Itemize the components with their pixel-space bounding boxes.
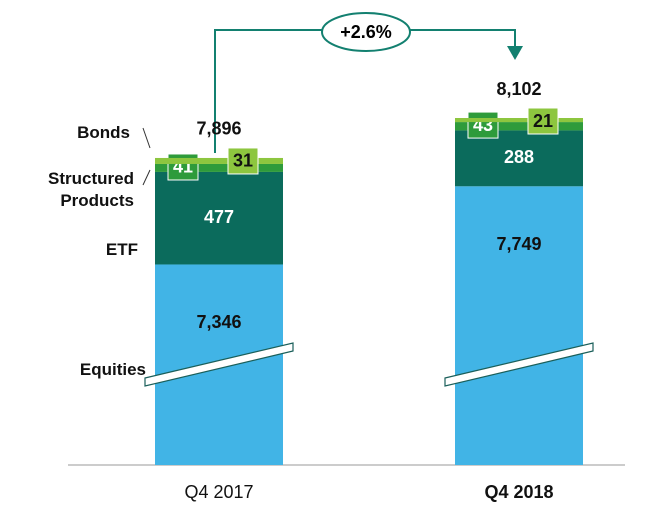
segment-label-box [527,107,559,135]
bar-segment [455,122,583,131]
bar-segment [455,130,583,187]
bar-segment [455,118,583,123]
series-label: Bonds [77,123,130,142]
growth-arrow [214,29,516,153]
x-tick-label: Q4 2017 [184,482,253,502]
segment-label: 7,749 [496,234,541,254]
growth-badge [321,12,411,52]
bar-segment [155,171,283,265]
segment-label: 21 [533,111,553,131]
x-tick-label: Q4 2018 [484,482,553,502]
axis-break [144,342,294,387]
segment-label-box [467,111,499,139]
bar-segment [455,186,583,465]
arrow-head [507,46,523,60]
segment-label: 477 [204,207,234,227]
series-label: Equities [79,360,146,379]
axis-break [444,342,594,387]
segment-label: 43 [473,115,493,135]
bar-segment [155,163,283,172]
series-label: Structured Products [48,169,134,210]
series-label: ETF [105,240,138,259]
segment-label: 288 [504,147,534,167]
segment-label: 31 [233,151,253,171]
total-label: 8,102 [496,79,541,99]
segment-label: 7,346 [196,312,241,332]
leader-line [142,127,151,149]
bar-segment [155,157,283,164]
leader-line [142,169,151,186]
total-label: 7,896 [196,119,241,139]
segment-label-box [227,147,259,175]
growth-label: +2.6% [340,22,392,42]
